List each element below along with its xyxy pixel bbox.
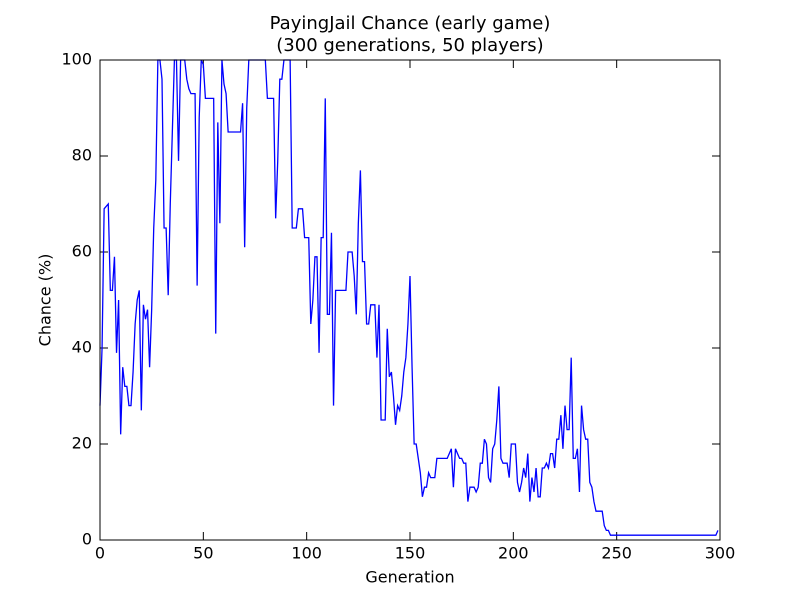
x-tick-label: 100: [291, 544, 322, 563]
x-tick-label: 150: [395, 544, 426, 563]
x-tick-label: 250: [601, 544, 632, 563]
line-series: [99, 59, 719, 536]
chart-title: PayingJail Chance (early game): [270, 13, 551, 34]
plot-frame: [99, 59, 721, 541]
y-tick-label: 80: [72, 146, 92, 165]
x-tick-label: 0: [95, 544, 105, 563]
y-axis-label: Chance (%): [36, 254, 55, 347]
y-tick-label: 0: [82, 530, 92, 549]
x-tick-label: 200: [498, 544, 529, 563]
x-tick-label: 50: [193, 544, 213, 563]
chart-subtitle: (300 generations, 50 players): [276, 35, 543, 56]
x-axis-label: Generation: [365, 568, 454, 587]
y-tick-label: 60: [72, 242, 92, 261]
y-tick-label: 20: [72, 434, 92, 453]
y-tick-label: 100: [61, 50, 92, 69]
y-tick-label: 40: [72, 338, 92, 357]
x-tick-label: 300: [705, 544, 736, 563]
